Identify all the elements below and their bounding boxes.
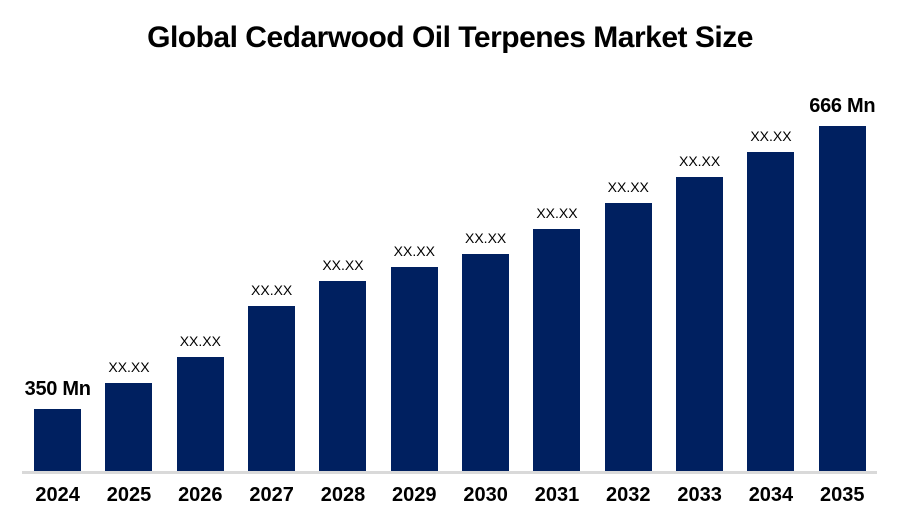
bar-column: 666 Mn	[807, 95, 878, 471]
bar-value-label: XX.XX	[678, 153, 721, 169]
bar-column: XX.XX	[450, 230, 521, 471]
bar	[34, 409, 82, 471]
x-axis-labels: 2024 2025 2026 2027 2028 2029 2030 2031 2032 2033…	[22, 483, 878, 507]
bar-value-label: XX.XX	[536, 205, 578, 221]
bar-column: XX.XX	[521, 205, 592, 471]
bar	[462, 254, 510, 471]
x-axis-label: 2030	[463, 484, 508, 506]
bar-column: XX.XX	[93, 359, 164, 471]
bar	[105, 383, 153, 471]
bar-value-label: XX.XX	[108, 359, 150, 375]
bar-column: XX.XX	[593, 179, 664, 471]
bar-column: XX.XX	[379, 243, 450, 471]
bar	[176, 357, 224, 471]
x-axis-label: 2031	[534, 484, 580, 506]
bar-column: XX.XX	[735, 128, 806, 471]
bar	[747, 152, 795, 471]
bar-column: XX.XX	[664, 153, 735, 471]
x-axis-label: 2035	[820, 484, 865, 506]
bar-value-label: XX.XX	[607, 179, 649, 195]
bar-value-label: XX.XX	[750, 128, 792, 144]
plot-area: 350 Mn XX.XX XX.XX XX.XX XX.XX XX.XX XX.XX XX.X…	[22, 95, 878, 471]
bar-value-label: 350 Mn	[24, 378, 91, 400]
bar-value-label: XX.XX	[322, 257, 364, 273]
x-axis-line	[22, 471, 877, 474]
bar-column: XX.XX	[165, 333, 236, 471]
bar-value-label: XX.XX	[251, 282, 293, 298]
x-axis-label: 2028	[320, 484, 366, 506]
bar-column: XX.XX	[307, 257, 378, 471]
bar-value-label: XX.XX	[465, 230, 507, 246]
bar	[818, 126, 866, 471]
bar-value-label: XX.XX	[393, 243, 435, 259]
x-axis-label: 2026	[178, 484, 223, 506]
x-axis-label: 2027	[249, 484, 294, 506]
bar	[390, 267, 438, 471]
chart-title: Global Cedarwood Oil Terpenes Market Siz…	[147, 21, 753, 54]
x-axis-label: 2025	[106, 484, 152, 506]
x-axis-label: 2033	[677, 484, 722, 506]
bar-value-label: 666 Mn	[809, 95, 876, 117]
x-axis-label: 2029	[392, 484, 437, 506]
x-axis-label: 2034	[748, 484, 794, 506]
bar-column: XX.XX	[236, 282, 307, 471]
bar	[604, 203, 652, 471]
bar-value-label: XX.XX	[179, 333, 221, 349]
bar	[676, 177, 724, 471]
bar	[533, 229, 581, 471]
bar	[248, 306, 296, 471]
bar-column: 350 Mn	[22, 378, 93, 471]
bar	[319, 281, 367, 471]
x-axis-label: 2024	[35, 484, 80, 506]
x-axis-label: 2032	[606, 484, 651, 506]
